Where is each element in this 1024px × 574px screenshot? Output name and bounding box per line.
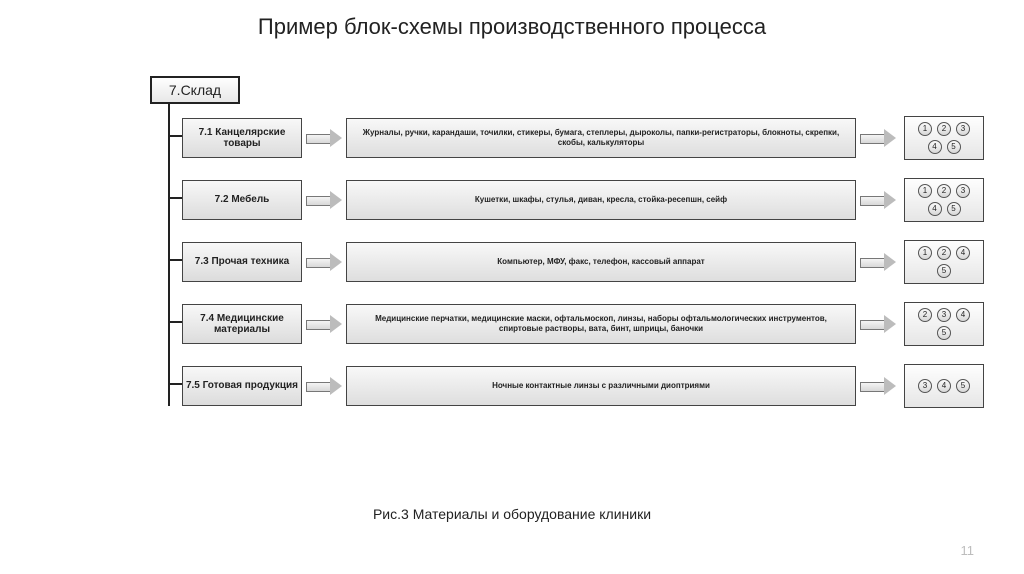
number-circle: 4 bbox=[956, 246, 970, 260]
numbers-box: 2 3 4 5 bbox=[904, 302, 984, 346]
flow-row: 7.1 Канцелярские товары Журналы, ручки, … bbox=[182, 116, 984, 160]
number-circle: 2 bbox=[937, 184, 951, 198]
number-circle: 1 bbox=[918, 184, 932, 198]
tree-connector bbox=[168, 135, 182, 137]
category-box: 7.2 Мебель bbox=[182, 180, 302, 220]
tree-connector bbox=[168, 259, 182, 261]
page-title: Пример блок-схемы производственного проц… bbox=[0, 0, 1024, 46]
number-circle: 4 bbox=[928, 140, 942, 154]
description-box: Ночные контактные линзы с различными дио… bbox=[346, 366, 856, 406]
tree-connector bbox=[168, 197, 182, 199]
figure-caption: Рис.3 Материалы и оборудование клиники bbox=[0, 506, 1024, 522]
number-circle: 5 bbox=[947, 202, 961, 216]
arrow-icon bbox=[860, 378, 896, 394]
number-circle: 3 bbox=[956, 184, 970, 198]
flow-row: 7.5 Готовая продукция Ночные контактные … bbox=[182, 364, 984, 408]
description-box: Журналы, ручки, карандаши, точилки, стик… bbox=[346, 118, 856, 158]
number-circle: 5 bbox=[937, 264, 951, 278]
number-circle: 1 bbox=[918, 122, 932, 136]
tree-vertical-connector bbox=[168, 104, 170, 406]
flow-row: 7.2 Мебель Кушетки, шкафы, стулья, диван… bbox=[182, 178, 984, 222]
number-circle: 4 bbox=[956, 308, 970, 322]
category-box: 7.4 Медицинские материалы bbox=[182, 304, 302, 344]
arrow-icon bbox=[860, 192, 896, 208]
arrow-icon bbox=[306, 378, 342, 394]
flowchart: 7.Склад 7.1 Канцелярские товары Журналы,… bbox=[0, 76, 1024, 516]
arrow-icon bbox=[860, 130, 896, 146]
number-circle: 3 bbox=[956, 122, 970, 136]
numbers-box: 1 2 3 4 5 bbox=[904, 116, 984, 160]
description-box: Медицинские перчатки, медицинские маски,… bbox=[346, 304, 856, 344]
page-number: 11 bbox=[961, 543, 975, 558]
numbers-box: 1 2 3 4 5 bbox=[904, 178, 984, 222]
numbers-box: 3 4 5 bbox=[904, 364, 984, 408]
number-circle: 5 bbox=[937, 326, 951, 340]
description-box: Кушетки, шкафы, стулья, диван, кресла, с… bbox=[346, 180, 856, 220]
tree-connector bbox=[168, 321, 182, 323]
number-circle: 4 bbox=[928, 202, 942, 216]
number-circle: 3 bbox=[918, 379, 932, 393]
numbers-box: 1 2 4 5 bbox=[904, 240, 984, 284]
category-box: 7.1 Канцелярские товары bbox=[182, 118, 302, 158]
category-box: 7.5 Готовая продукция bbox=[182, 366, 302, 406]
arrow-icon bbox=[306, 316, 342, 332]
description-box: Компьютер, МФУ, факс, телефон, кассовый … bbox=[346, 242, 856, 282]
number-circle: 5 bbox=[956, 379, 970, 393]
arrow-icon bbox=[306, 130, 342, 146]
number-circle: 2 bbox=[937, 246, 951, 260]
arrow-icon bbox=[860, 316, 896, 332]
flow-row: 7.4 Медицинские материалы Медицинские пе… bbox=[182, 302, 984, 346]
arrow-icon bbox=[306, 192, 342, 208]
category-box: 7.3 Прочая техника bbox=[182, 242, 302, 282]
flow-row: 7.3 Прочая техника Компьютер, МФУ, факс,… bbox=[182, 240, 984, 284]
number-circle: 2 bbox=[918, 308, 932, 322]
arrow-icon bbox=[306, 254, 342, 270]
arrow-icon bbox=[860, 254, 896, 270]
number-circle: 1 bbox=[918, 246, 932, 260]
number-circle: 4 bbox=[937, 379, 951, 393]
number-circle: 2 bbox=[937, 122, 951, 136]
root-node: 7.Склад bbox=[150, 76, 240, 104]
number-circle: 5 bbox=[947, 140, 961, 154]
tree-connector bbox=[168, 383, 182, 385]
number-circle: 3 bbox=[937, 308, 951, 322]
